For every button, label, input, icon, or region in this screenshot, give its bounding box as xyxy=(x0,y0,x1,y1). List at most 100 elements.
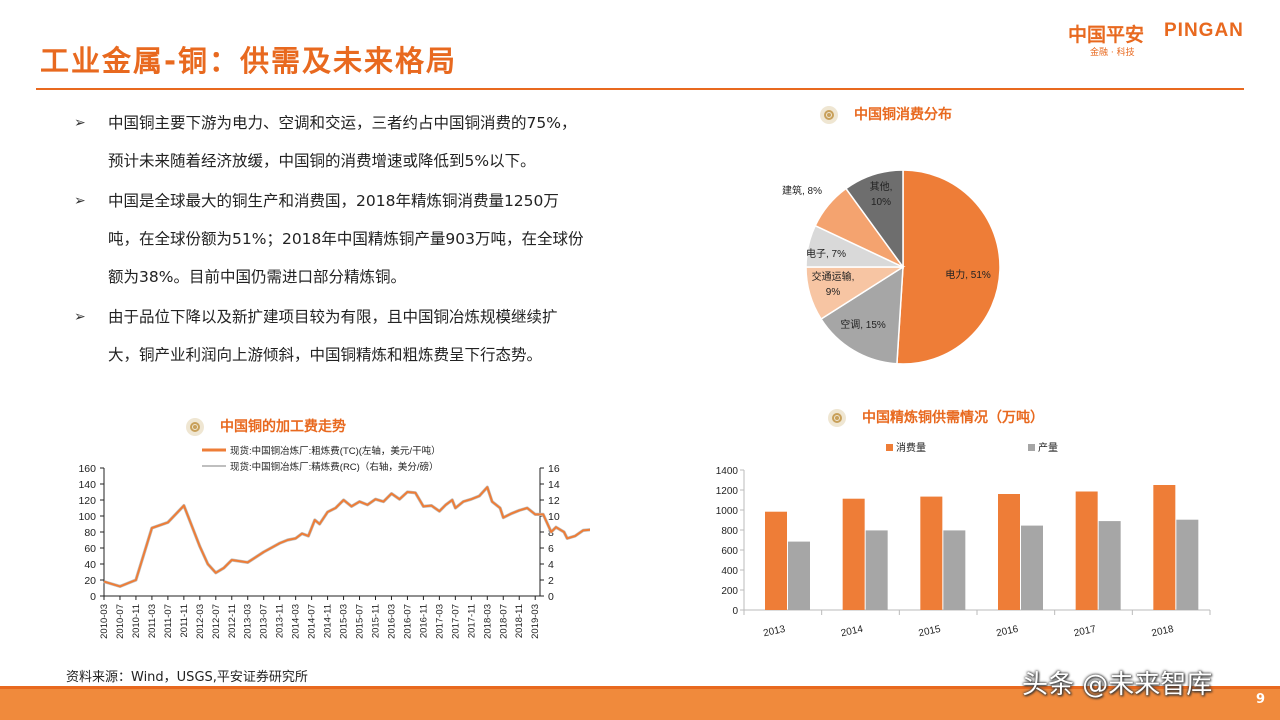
x-tick-label: 2014 xyxy=(840,624,864,639)
watermark: 头条 @未来智库 xyxy=(1022,670,1213,700)
logo-cn-text: 中国平安 xyxy=(1068,24,1145,46)
left-tick-label: 160 xyxy=(78,463,96,475)
y-tick-label: 0 xyxy=(732,606,738,617)
x-tick-label: 2018-11 xyxy=(514,604,525,638)
x-tick-label: 2017-07 xyxy=(450,604,461,639)
x-tick-label: 2016 xyxy=(995,624,1019,639)
logo-slogan: 金融 · 科技 xyxy=(1090,48,1135,58)
bar xyxy=(1176,519,1199,610)
left-tick-label: 60 xyxy=(84,543,96,555)
left-tick-label: 20 xyxy=(84,575,96,587)
y-tick-label: 1400 xyxy=(716,466,739,477)
x-tick-label: 2012-07 xyxy=(211,604,222,639)
pie-slice xyxy=(896,169,1001,365)
x-tick-label: 2018-07 xyxy=(498,604,509,639)
right-tick-label: 10 xyxy=(548,511,560,523)
right-tick-label: 12 xyxy=(548,495,560,507)
left-tick-label: 140 xyxy=(78,479,96,491)
pie-slice xyxy=(820,265,904,365)
pie-label: 建筑, 8% xyxy=(782,184,822,197)
left-tick-label: 40 xyxy=(84,559,96,571)
right-tick-label: 16 xyxy=(548,463,560,475)
pie-label: 电力, 51% xyxy=(945,268,991,281)
pie-label-name: 电力, xyxy=(945,268,971,281)
bullet-line: 中国铜主要下游为电力、空调和交运，三者约占中国铜消费的75%， xyxy=(108,114,577,132)
pie-label-pct: 7% xyxy=(832,249,847,260)
left-tick-label: 0 xyxy=(90,591,96,603)
y-tick-label: 800 xyxy=(721,526,738,537)
legend-label: 产量 xyxy=(1038,441,1058,454)
x-tick-label: 2013-11 xyxy=(275,604,286,638)
line-chart-title-row: 中国铜的加工费走势 xyxy=(186,416,346,436)
x-tick-label: 2014-07 xyxy=(307,604,318,639)
y-tick-label: 200 xyxy=(721,586,738,597)
bullet-line: 额为38%。目前中国仍需进口部分精炼铜。 xyxy=(108,268,406,286)
bar xyxy=(1075,491,1098,610)
x-tick-label: 2011-07 xyxy=(163,604,174,638)
x-tick-label: 2018 xyxy=(1151,624,1175,639)
pie-label-name: 空调, xyxy=(840,318,866,331)
x-tick-label: 2019-03 xyxy=(530,604,541,639)
pie-label: 交通运输, xyxy=(812,270,855,283)
page-title: 工业金属-铜：供需及未来格局 xyxy=(40,44,458,78)
y-tick-label: 1200 xyxy=(716,486,739,497)
bullet-line: 中国是全球最大的铜生产和消费国，2018年精炼铜消费量1250万 xyxy=(108,192,559,210)
line-chart-title: 中国铜的加工费走势 xyxy=(220,419,346,435)
target-icon xyxy=(828,409,846,427)
x-tick-label: 2012-11 xyxy=(227,604,238,638)
x-tick-label: 2016-07 xyxy=(402,604,413,639)
x-tick-label: 2015-07 xyxy=(355,604,366,639)
x-tick-label: 2012-03 xyxy=(195,604,206,639)
right-tick-label: 0 xyxy=(548,591,554,603)
left-tick-label: 120 xyxy=(78,495,96,507)
bar xyxy=(998,494,1020,610)
pie-label-pct: 9% xyxy=(826,287,841,298)
legend-swatch xyxy=(886,444,893,451)
legend-label: 现货:中国铜冶炼厂:粗炼费(TC)(左轴，美元/干吨） xyxy=(230,445,441,457)
pie-label-name: 建筑, xyxy=(782,184,808,197)
x-tick-label: 2010-03 xyxy=(99,604,110,639)
y-tick-label: 1000 xyxy=(716,506,739,517)
bar xyxy=(1098,521,1121,610)
legend-label: 现货:中国铜冶炼厂:精炼费(RC)（右轴，美分/磅） xyxy=(230,461,438,473)
bullet-line: 由于品位下降以及新扩建项目较为有限，且中国铜冶炼规模继续扩 xyxy=(108,308,558,326)
tc-series-line xyxy=(103,486,590,588)
bullet-item: ➢ 由于品位下降以及新扩建项目较为有限，且中国铜冶炼规模继续扩 大，铜产业利润向… xyxy=(74,298,674,374)
pie-chart-title: 中国铜消费分布 xyxy=(854,107,952,123)
pie-slice xyxy=(844,169,904,270)
bullet-line: 大，铜产业利润向上游倾斜，中国铜精炼和粗炼费呈下行态势。 xyxy=(108,346,543,364)
x-tick-label: 2016-03 xyxy=(386,604,397,639)
pie-label: 其他, xyxy=(870,180,893,193)
page-number: 9 xyxy=(1256,692,1266,707)
x-tick-label: 2017-11 xyxy=(466,604,477,638)
bar xyxy=(1153,485,1176,610)
pie-label-pct: 10% xyxy=(871,197,891,208)
bullet-list: ➢ 中国铜主要下游为电力、空调和交运，三者约占中国铜消费的75%， 预计未来随着… xyxy=(74,104,674,376)
bullet-line: 预计未来随着经济放缓，中国铜的消费增速或降低到5%以下。 xyxy=(108,152,536,170)
x-tick-label: 2010-07 xyxy=(115,604,126,639)
bullet-line: 吨，在全球份额为51%；2018年中国精炼铜产量903万吨，在全球份 xyxy=(108,230,584,248)
x-tick-label: 2011-11 xyxy=(179,604,190,637)
x-tick-label: 2015-11 xyxy=(371,604,382,638)
x-tick-label: 2016-11 xyxy=(418,604,429,638)
arrow-bullet-icon: ➢ xyxy=(74,193,86,209)
pie-label-pct: 8% xyxy=(808,186,823,197)
pie-label-pct: 51% xyxy=(971,270,991,281)
pie-label-pct: 15% xyxy=(866,320,886,331)
bar-chart-title: 中国精炼铜供需情况（万吨） xyxy=(862,410,1044,426)
right-tick-label: 6 xyxy=(548,543,554,555)
pingan-logo: 中国平安 PINGAN 金融 · 科技 xyxy=(1068,20,1268,60)
x-tick-label: 2015-03 xyxy=(339,604,350,639)
left-tick-label: 80 xyxy=(84,527,96,539)
bar xyxy=(920,496,943,610)
x-tick-label: 2010-11 xyxy=(131,604,142,638)
y-tick-label: 600 xyxy=(721,546,738,557)
x-tick-label: 2018-03 xyxy=(482,604,493,639)
bullet-item: ➢ 中国铜主要下游为电力、空调和交运，三者约占中国铜消费的75%， 预计未来随着… xyxy=(74,104,674,180)
right-tick-label: 14 xyxy=(548,479,560,491)
arrow-bullet-icon: ➢ xyxy=(74,309,86,325)
line-chart: 现货:中国铜冶炼厂:粗炼费(TC)(左轴，美元/干吨） 现货:中国铜冶炼厂:精炼费… xyxy=(78,445,590,639)
bar xyxy=(765,511,787,610)
legend-label: 消费量 xyxy=(896,441,926,454)
pie-label: 电子, 7% xyxy=(806,247,846,260)
